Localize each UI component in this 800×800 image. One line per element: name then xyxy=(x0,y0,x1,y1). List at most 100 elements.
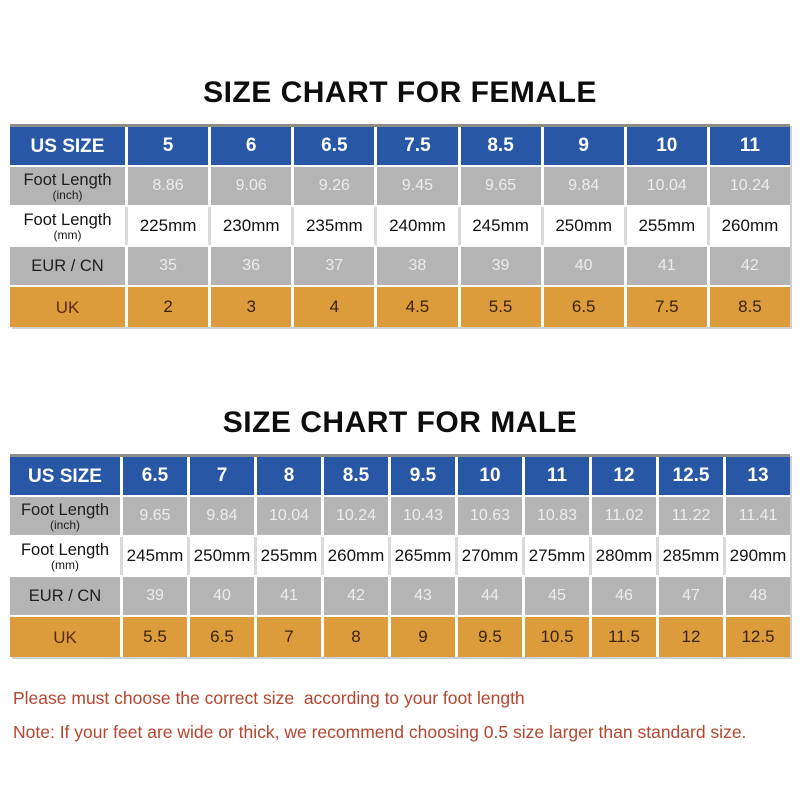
table-cell: 47 xyxy=(656,577,723,615)
table-cell: 240mm xyxy=(374,207,457,245)
table-cell: 12 xyxy=(656,617,723,657)
row-label: US SIZE xyxy=(28,465,102,487)
table-cell: 6.5 xyxy=(291,127,374,165)
table-row: Foot Length (mm) 245mm 250mm 255mm 260mm 265mm… xyxy=(10,537,790,577)
table-cell: 48 xyxy=(723,577,790,615)
table-cell: 10 xyxy=(623,127,707,165)
row-label: UK xyxy=(53,627,77,647)
table-cell: 280mm xyxy=(589,537,656,575)
table-cell: 10 xyxy=(455,457,522,495)
table-cell: 13 xyxy=(723,457,790,495)
table-cell: 8.5 xyxy=(457,127,541,165)
table-cell: 10.43 xyxy=(388,497,455,535)
table-cell: 43 xyxy=(388,577,455,615)
table-cell: 230mm xyxy=(208,207,291,245)
table-cell: 260mm xyxy=(321,537,388,575)
table-cell: 11 xyxy=(522,457,589,495)
row-label: Foot Length (mm) xyxy=(23,210,112,242)
table-row: US SIZE 5 6 6.5 7.5 8.5 9 10 11 xyxy=(10,127,790,167)
table-row: UK 2 3 4 4.5 5.5 6.5 7.5 8.5 xyxy=(10,287,790,327)
table-cell: 6.5 xyxy=(120,457,187,495)
table-row: EUR / CN 39 40 41 42 43 44 45 46 47 48 xyxy=(10,577,790,617)
note-line-1: Please must choose the correct size acco… xyxy=(13,688,525,708)
table-cell: 40 xyxy=(540,247,624,285)
row-label: Foot Length (inch) xyxy=(23,170,112,202)
table-cell: 41 xyxy=(254,577,321,615)
table-cell: 225mm xyxy=(125,207,208,245)
table-cell: 42 xyxy=(321,577,388,615)
table-cell: 39 xyxy=(120,577,187,615)
note-line-2: Note: If your feet are wide or thick, we… xyxy=(13,722,747,742)
table-cell: 8.5 xyxy=(321,457,388,495)
table-cell: 35 xyxy=(125,247,208,285)
row-label: EUR / CN xyxy=(31,256,104,275)
table-cell: 250mm xyxy=(187,537,254,575)
table-row: Foot Length (inch) 9.65 9.84 10.04 10.24 10.43… xyxy=(10,497,790,537)
table-cell: 46 xyxy=(589,577,656,615)
table-cell: 7.5 xyxy=(623,287,707,327)
table-cell: 39 xyxy=(457,247,541,285)
table-cell: 4.5 xyxy=(374,287,457,327)
table-cell: 6.5 xyxy=(187,617,254,657)
table-cell: 44 xyxy=(455,577,522,615)
table-cell: 5 xyxy=(125,127,208,165)
table-cell: 7 xyxy=(254,617,321,657)
male-chart-title: SIZE CHART FOR MALE xyxy=(222,406,578,439)
table-cell: 250mm xyxy=(540,207,624,245)
table-cell: 9.45 xyxy=(374,167,457,205)
female-size-table: US SIZE 5 6 6.5 7.5 8.5 9 10 11 Foot Length (inch)… xyxy=(10,124,790,327)
table-cell: 36 xyxy=(208,247,291,285)
table-cell: 9.5 xyxy=(388,457,455,495)
table-cell: 10.5 xyxy=(522,617,589,657)
table-cell: 235mm xyxy=(291,207,374,245)
size-notes: Please must choose the correct size acco… xyxy=(13,684,793,752)
table-cell: 275mm xyxy=(522,537,589,575)
female-chart-title: SIZE CHART FOR FEMALE xyxy=(203,76,597,109)
table-cell: 8.5 xyxy=(706,287,790,327)
table-cell: 41 xyxy=(623,247,707,285)
table-cell: 10.24 xyxy=(321,497,388,535)
table-cell: 12.5 xyxy=(656,457,723,495)
table-cell: 3 xyxy=(208,287,291,327)
table-cell: 11.22 xyxy=(656,497,723,535)
table-row: EUR / CN 35 36 37 38 39 40 41 42 xyxy=(10,247,790,287)
table-cell: 9.5 xyxy=(455,617,522,657)
table-cell: 5.5 xyxy=(457,287,541,327)
table-row: Foot Length (mm) 225mm 230mm 235mm 240mm 245mm… xyxy=(10,207,790,247)
table-cell: 9.84 xyxy=(187,497,254,535)
row-label: EUR / CN xyxy=(28,586,102,605)
table-row: Foot Length (inch) 8.86 9.06 9.26 9.45 9.65 9.8… xyxy=(10,167,790,207)
table-cell: 38 xyxy=(374,247,457,285)
table-cell: 8 xyxy=(321,617,388,657)
table-cell: 6 xyxy=(208,127,291,165)
table-cell: 11.5 xyxy=(589,617,656,657)
table-cell: 265mm xyxy=(388,537,455,575)
table-cell: 42 xyxy=(706,247,790,285)
row-label: US SIZE xyxy=(30,135,105,157)
table-cell: 290mm xyxy=(723,537,790,575)
table-cell: 11.02 xyxy=(589,497,656,535)
table-cell: 245mm xyxy=(120,537,187,575)
table-cell: 260mm xyxy=(706,207,790,245)
table-cell: 11.41 xyxy=(723,497,790,535)
table-cell: 2 xyxy=(125,287,208,327)
table-cell: 45 xyxy=(522,577,589,615)
row-label: Foot Length (mm) xyxy=(20,540,110,572)
table-cell: 285mm xyxy=(656,537,723,575)
table-cell: 9.65 xyxy=(457,167,541,205)
table-cell: 4 xyxy=(291,287,374,327)
table-cell: 255mm xyxy=(254,537,321,575)
table-cell: 9.26 xyxy=(291,167,374,205)
table-cell: 245mm xyxy=(457,207,541,245)
table-cell: 10.63 xyxy=(455,497,522,535)
table-row: US SIZE 6.5 7 8 8.5 9.5 10 11 12 12.5 13 xyxy=(10,457,790,497)
table-cell: 10.24 xyxy=(706,167,790,205)
table-cell: 9 xyxy=(388,617,455,657)
table-cell: 37 xyxy=(291,247,374,285)
table-cell: 9.84 xyxy=(540,167,624,205)
table-cell: 270mm xyxy=(455,537,522,575)
table-cell: 8.86 xyxy=(125,167,208,205)
table-cell: 12 xyxy=(589,457,656,495)
table-cell: 10.04 xyxy=(623,167,707,205)
